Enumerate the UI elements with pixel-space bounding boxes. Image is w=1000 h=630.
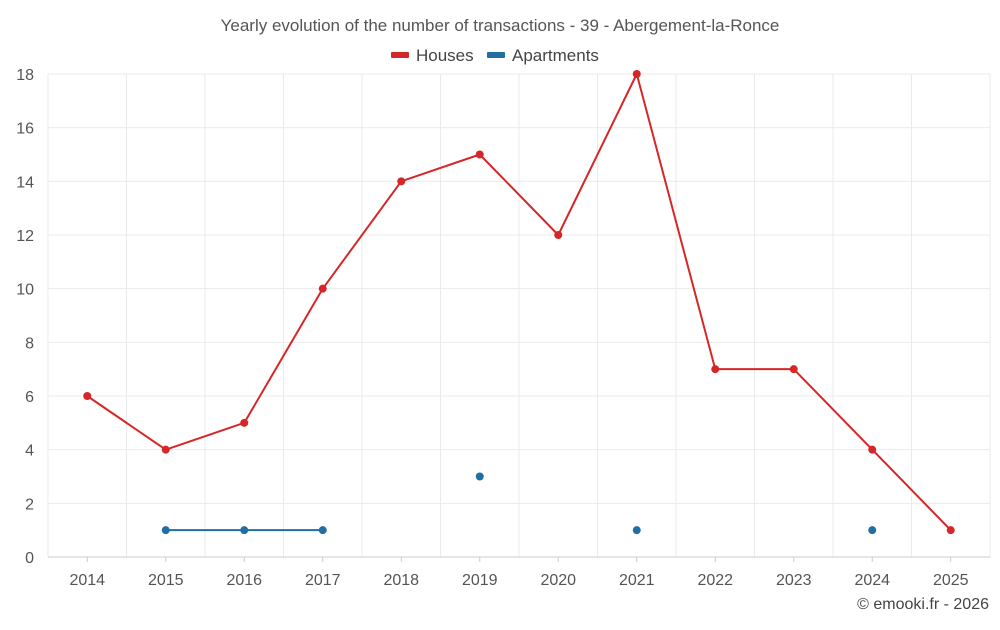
x-tick-label: 2024 xyxy=(854,572,890,589)
series-line-segment-houses xyxy=(86,395,167,451)
data-point-houses[interactable] xyxy=(475,150,484,159)
data-point-apartments[interactable] xyxy=(868,526,877,535)
y-tick-label: 16 xyxy=(16,121,34,138)
legend-swatch-apartments xyxy=(487,52,505,58)
x-tick-label: 2023 xyxy=(776,572,812,589)
data-point-houses[interactable] xyxy=(868,445,877,454)
data-point-apartments[interactable] xyxy=(475,472,484,481)
x-tick-label: 2017 xyxy=(305,572,341,589)
data-point-houses[interactable] xyxy=(397,177,406,186)
gridlines xyxy=(47,73,991,557)
series-line-segment-houses xyxy=(478,153,560,236)
x-tick-label: 2016 xyxy=(226,572,262,589)
legend-swatch-houses xyxy=(391,52,409,58)
series-line-segment-houses xyxy=(243,287,324,424)
data-point-apartments[interactable] xyxy=(632,526,641,535)
series-line-segment-houses xyxy=(871,448,952,532)
series-line-segment-houses xyxy=(635,73,717,371)
x-tick-label: 2014 xyxy=(69,572,105,589)
data-point-houses[interactable] xyxy=(554,231,563,239)
data-point-houses[interactable] xyxy=(240,418,249,427)
series-line-segment-houses xyxy=(792,368,874,451)
y-tick-label: 6 xyxy=(25,389,34,406)
data-point-houses[interactable] xyxy=(946,526,955,535)
legend: Houses Apartments xyxy=(391,46,599,65)
x-tick-label: 2022 xyxy=(697,572,733,589)
data-series xyxy=(83,70,955,535)
data-point-houses[interactable] xyxy=(161,445,170,454)
y-tick-label: 4 xyxy=(25,443,34,460)
series-line-segment-houses xyxy=(557,73,638,236)
y-tick-label: 14 xyxy=(16,174,34,191)
y-tick-label: 18 xyxy=(16,67,34,84)
legend-item-houses[interactable]: Houses xyxy=(391,46,474,65)
y-tick-label: 0 xyxy=(25,550,34,567)
x-tick-label: 2025 xyxy=(933,572,969,589)
chart-title: Yearly evolution of the number of transa… xyxy=(221,16,780,35)
axes xyxy=(48,556,990,562)
x-axis-tick-labels: 2014 2015 2016 2017 2018 2019 2020 2021 2022 2023… xyxy=(69,572,968,589)
y-tick-label: 2 xyxy=(25,496,34,513)
data-point-houses[interactable] xyxy=(632,70,641,78)
x-tick-label: 2020 xyxy=(540,572,576,589)
series-line-segment-houses xyxy=(400,153,481,183)
x-tick-label: 2015 xyxy=(148,572,184,589)
legend-item-apartments[interactable]: Apartments xyxy=(487,46,599,65)
series-apartments xyxy=(161,472,877,535)
data-point-houses[interactable] xyxy=(318,284,327,293)
credit-text: © emooki.fr - 2026 xyxy=(857,596,989,613)
data-point-houses[interactable] xyxy=(83,392,92,400)
x-tick-label: 2018 xyxy=(383,572,419,589)
x-tick-label: 2019 xyxy=(462,572,498,589)
x-tick-label: 2021 xyxy=(619,572,655,589)
series-line-segment-houses xyxy=(164,421,246,451)
y-tick-label: 12 xyxy=(16,228,34,245)
series-houses xyxy=(83,70,955,535)
series-line-segment-houses xyxy=(321,180,403,290)
data-point-houses[interactable] xyxy=(711,365,720,374)
data-point-apartments[interactable] xyxy=(161,526,170,535)
data-point-apartments[interactable] xyxy=(318,526,327,535)
y-tick-label: 8 xyxy=(25,335,34,352)
legend-label-apartments: Apartments xyxy=(512,46,599,65)
y-tick-label: 10 xyxy=(16,282,34,299)
y-axis-tick-labels: 0 2 4 6 8 10 12 14 16 18 xyxy=(16,67,34,567)
legend-label-houses: Houses xyxy=(416,46,474,65)
data-point-apartments[interactable] xyxy=(240,526,249,535)
data-point-houses[interactable] xyxy=(789,365,798,374)
